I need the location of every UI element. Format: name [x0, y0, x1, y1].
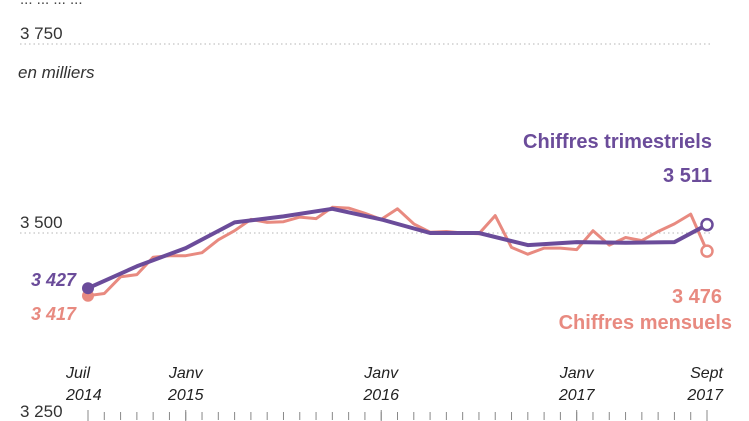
x-tick-year: 2017 [686, 387, 724, 404]
title-fragment: ... ... ... ... [20, 0, 83, 8]
end-value-quarterly: 3 511 [663, 165, 712, 187]
monthly-end-point [700, 244, 714, 258]
x-tick-year: 2017 [558, 387, 596, 404]
y-tick-label: 3 250 [20, 402, 63, 421]
quarterly-series-line [86, 206, 709, 291]
y-tick-label: 3 750 [20, 24, 63, 43]
series-layer [82, 205, 714, 302]
start-value-monthly: 3 417 [31, 304, 77, 324]
x-axis: Juil 2014 Janv 2015 Janv 2016 Janv 2017 Sept 2017 [65, 365, 724, 421]
start-value-quarterly: 3 427 [31, 270, 77, 290]
x-tick-year: 2015 [167, 387, 204, 404]
x-tick-year: 2014 [65, 387, 102, 404]
y-grid: 3 750 3 500 3 250 [20, 24, 713, 421]
end-value-monthly: 3 476 [672, 286, 722, 308]
unit-label: en milliers [18, 63, 95, 82]
series-label-quarterly: Chiffres trimestriels [523, 131, 712, 153]
monthly-series-line [86, 205, 709, 298]
x-tick-month: Janv [168, 365, 204, 382]
y-tick-label: 3 500 [20, 213, 63, 232]
x-tick-month: Sept [690, 365, 723, 382]
x-tick-month: Janv [559, 365, 595, 382]
x-tick-month: Janv [363, 365, 399, 382]
quarterly-start-point [82, 282, 94, 295]
x-tick-year: 2016 [362, 387, 399, 404]
series-label-monthly: Chiffres mensuels [559, 312, 732, 334]
quarterly-end-point [700, 217, 714, 232]
x-tick-month: Juil [65, 365, 90, 382]
